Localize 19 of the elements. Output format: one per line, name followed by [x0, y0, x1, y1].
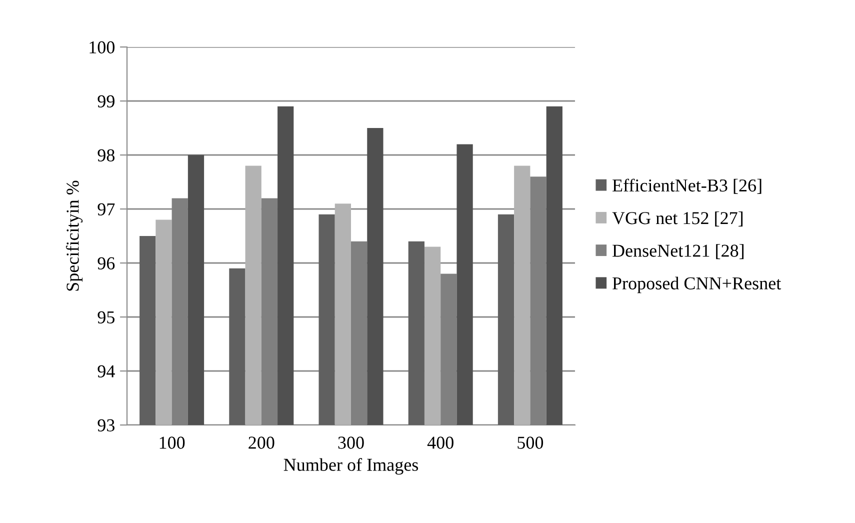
- y-tick-label: 99: [98, 95, 114, 108]
- x-axis-title: Number of Images: [284, 458, 418, 475]
- y-tick-label: 97: [98, 203, 115, 216]
- y-tick-label: 96: [98, 257, 115, 270]
- legend-label: DenseNet121 [28]: [612, 244, 744, 260]
- y-tick-label: 94: [98, 365, 115, 378]
- legend-label: Proposed CNN+Resnet: [612, 276, 782, 294]
- y-tick-label: 98: [98, 149, 115, 162]
- x-tick-label: 500: [518, 436, 544, 449]
- y-axis-title: Specificityin %: [66, 180, 83, 291]
- legend-label: VGG net 152 [27]: [612, 212, 743, 226]
- x-tick-label: 400: [427, 436, 454, 449]
- legend-label: EfficientNet-B3 [26]: [612, 178, 762, 194]
- y-tick-label: 95: [98, 311, 114, 324]
- x-tick-label: 200: [248, 436, 274, 449]
- y-tick-label: 93: [98, 419, 114, 432]
- y-tick-label: 100: [90, 41, 115, 54]
- x-tick-label: 300: [338, 436, 364, 449]
- x-tick-label: 100: [160, 436, 185, 449]
